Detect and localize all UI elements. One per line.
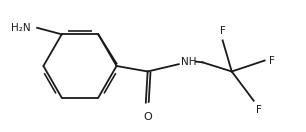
Text: F: F (269, 56, 274, 65)
Text: NH: NH (181, 56, 197, 67)
Text: H₂N: H₂N (11, 23, 31, 33)
Text: O: O (143, 112, 152, 122)
Text: F: F (220, 27, 226, 36)
Text: F: F (256, 105, 262, 115)
